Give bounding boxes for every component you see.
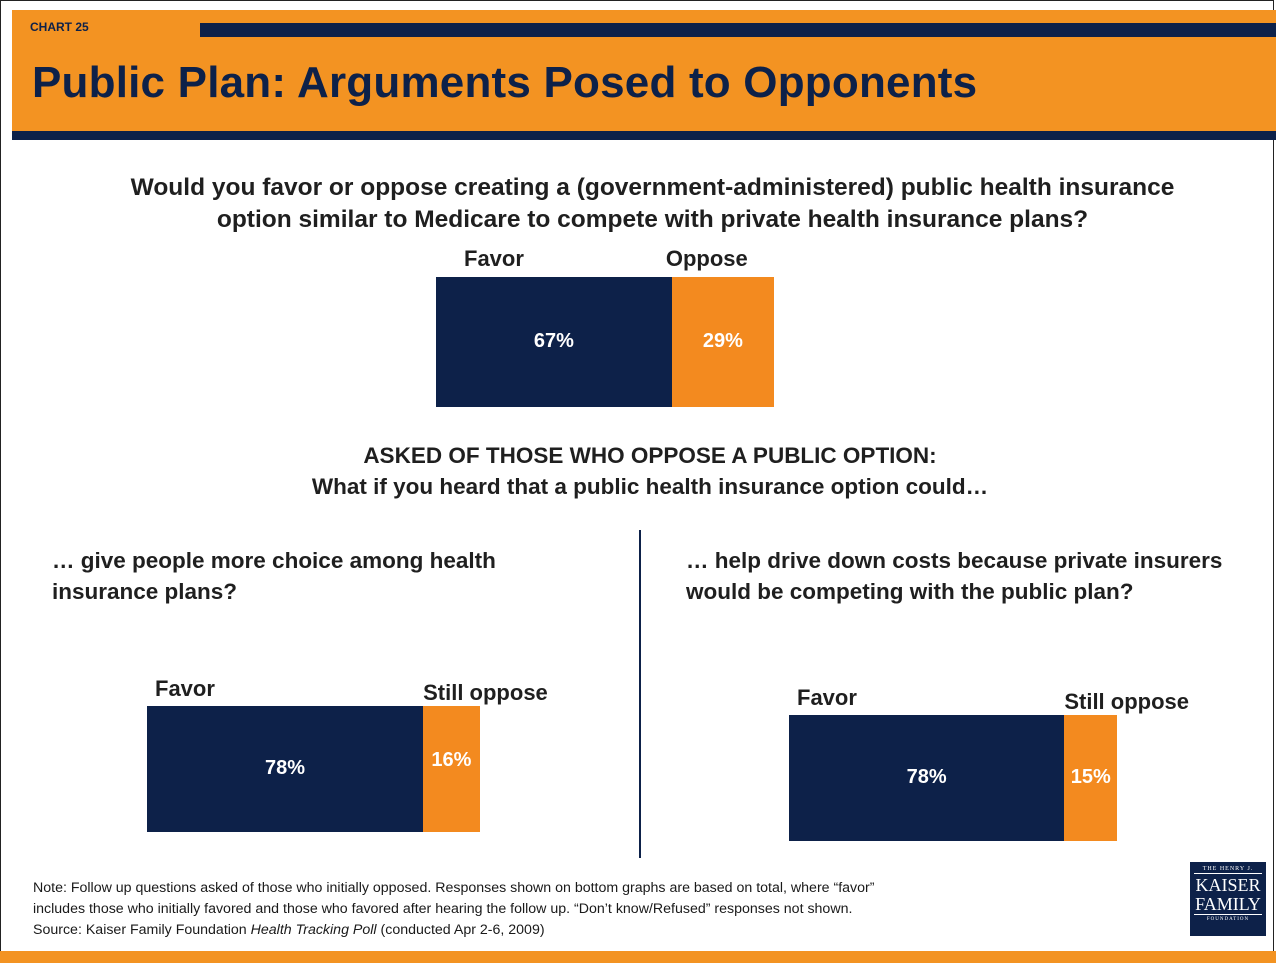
followup-header: ASKED OF THOSE WHO OPPOSE A PUBLIC OPTIO… [150, 440, 1150, 502]
right-oppose-value-label: 15% [1070, 766, 1111, 788]
panel-divider [639, 530, 641, 858]
main-oppose-category-label: Oppose [665, 246, 748, 271]
chart-number-label: CHART 25 [30, 20, 89, 34]
kaiser-family-foundation-logo: THE HENRY J. KAISER FAMILY FOUNDATION [1190, 862, 1266, 936]
left-subquestion-line2: insurance plans? [52, 579, 238, 604]
footnote-source: Source: Kaiser Family Foundation Health … [33, 920, 875, 941]
footer-orange-strip [0, 951, 1276, 963]
logo-line3: FAMILY [1195, 894, 1261, 914]
left-subquestion-line1: … give people more choice among health [52, 548, 496, 573]
source-suffix: (conducted Apr 2-6, 2009) [376, 922, 545, 938]
right-favor-category-label: Favor [797, 685, 857, 710]
left-favor-category-label: Favor [155, 676, 215, 701]
left-favor-value-label: 78% [265, 757, 306, 779]
left-subquestion: … give people more choice among health i… [52, 545, 496, 607]
logo-line1: THE HENRY J. [1202, 866, 1254, 872]
followup-header-title: ASKED OF THOSE WHO OPPOSE A PUBLIC OPTIO… [363, 443, 937, 468]
main-question: Would you favor or oppose creating a (go… [130, 174, 1175, 233]
main-oppose-value-label: 29% [702, 330, 743, 352]
title-rule [12, 131, 1276, 140]
slide-title: Public Plan: Arguments Posed to Opponent… [32, 58, 978, 107]
main-favor-bar [436, 277, 672, 407]
logo-rule-top [1194, 873, 1262, 874]
right-subquestion: … help drive down costs because private … [686, 545, 1276, 607]
logo-rule-bottom [1194, 914, 1262, 915]
logo-line2: KAISER [1195, 875, 1261, 895]
right-subquestion-line2: would be competing with the public plan? [686, 579, 1134, 604]
left-oppose-category-label: Still oppose [423, 680, 548, 705]
right-subquestion-line1: … help drive down costs because private … [686, 548, 1223, 573]
right-favor-value-label: 78% [906, 766, 947, 788]
left-oppose-value-label: 16% [431, 749, 472, 771]
main-favor-category-label: Favor [464, 246, 524, 271]
logo-line4: FOUNDATION [1206, 917, 1250, 922]
source-italic: Health Tracking Poll [250, 922, 377, 938]
right-oppose-bar [1064, 715, 1118, 841]
right-favor-bar [789, 715, 1065, 841]
footnote: Note: Follow up questions asked of those… [33, 878, 875, 941]
left-oppose-bar [423, 706, 480, 832]
main-favor-value-label: 67% [533, 330, 574, 352]
right-oppose-category-label: Still oppose [1064, 689, 1190, 714]
main-oppose-bar [671, 277, 774, 407]
header-navy-strip [200, 23, 1276, 37]
followup-header-sub: What if you heard that a public health i… [311, 474, 989, 499]
footnote-line1: Note: Follow up questions asked of those… [33, 880, 875, 896]
left-favor-bar [147, 706, 424, 832]
source-prefix: Source: Kaiser Family Foundation [33, 922, 251, 938]
title-band [12, 37, 1276, 131]
footnote-line2: includes those who initially favored and… [33, 901, 853, 917]
